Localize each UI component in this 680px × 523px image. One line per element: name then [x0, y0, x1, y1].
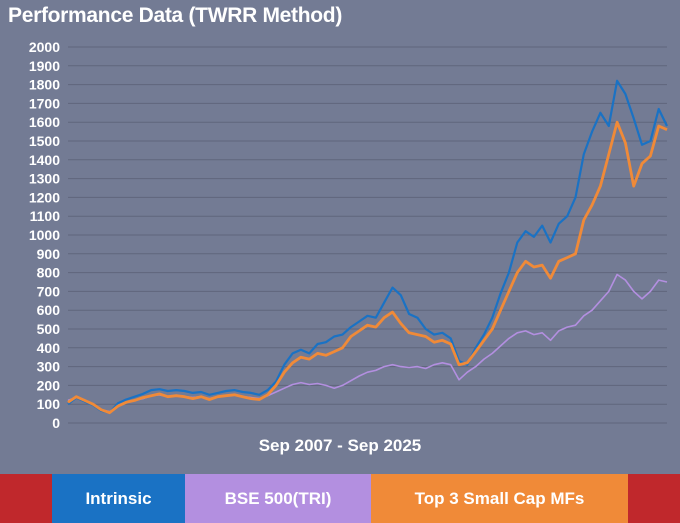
grid-lines	[68, 46, 667, 424]
legend-label-bse500: BSE 500(TRI)	[224, 488, 332, 508]
chart-title: Performance Data (TWRR Method)	[8, 4, 343, 27]
legend-item-intrinsic[interactable]: Intrinsic	[52, 474, 185, 523]
y-tick-label: 1600	[29, 114, 60, 130]
line-chart: 0 100 200 300 400 500 600 700 800 900 1000 1100 1200…	[29, 39, 668, 431]
y-tick-label: 1500	[29, 133, 60, 149]
legend-label-intrinsic: Intrinsic	[85, 488, 152, 508]
legend-edge-left	[0, 474, 52, 523]
smallcap-line	[67, 120, 668, 415]
y-tick-label: 2000	[29, 39, 60, 55]
y-tick-label: 1000	[29, 227, 60, 243]
y-tick-label: 1800	[29, 77, 60, 93]
legend-label-smallcap: Top 3 Small Cap MFs	[414, 488, 585, 508]
y-tick-label: 300	[37, 359, 61, 375]
y-tick-label: 1300	[29, 171, 60, 187]
x-axis-label: Sep 2007 - Sep 2025	[258, 436, 422, 455]
y-axis: 0 100 200 300 400 500 600 700 800 900 1000 1100 1200…	[29, 39, 60, 431]
legend: Intrinsic BSE 500(TRI) Top 3 Small Cap M…	[0, 474, 680, 523]
intrinsic-line	[67, 79, 668, 414]
series-lines	[67, 79, 668, 415]
legend-item-smallcap[interactable]: Top 3 Small Cap MFs	[371, 474, 628, 523]
y-tick-label: 900	[37, 246, 61, 262]
y-tick-label: 1200	[29, 189, 60, 205]
y-tick-label: 100	[37, 396, 61, 412]
bse500-line	[67, 273, 668, 413]
y-tick-label: 200	[37, 377, 61, 393]
legend-edge-right	[628, 474, 680, 523]
y-tick-label: 800	[37, 265, 61, 281]
y-tick-label: 1900	[29, 58, 60, 74]
y-tick-label: 400	[37, 340, 61, 356]
y-tick-label: 1100	[30, 208, 61, 224]
legend-item-bse500[interactable]: BSE 500(TRI)	[185, 474, 371, 523]
y-tick-label: 1400	[29, 152, 60, 168]
y-tick-label: 600	[37, 302, 61, 318]
y-tick-label: 500	[37, 321, 61, 337]
y-tick-label: 1700	[29, 95, 60, 111]
y-tick-label: 0	[52, 415, 60, 431]
y-tick-label: 700	[37, 283, 61, 299]
